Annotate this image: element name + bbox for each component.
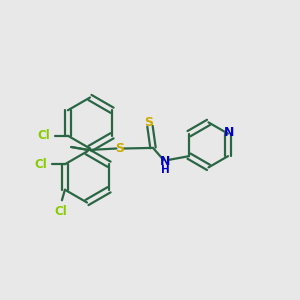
Text: Cl: Cl — [54, 206, 67, 218]
Text: H: H — [161, 165, 170, 175]
Text: S: S — [116, 142, 124, 155]
Text: Cl: Cl — [35, 158, 47, 171]
Text: Cl: Cl — [37, 129, 50, 142]
Text: N: N — [160, 155, 170, 168]
Text: S: S — [144, 116, 153, 129]
Text: N: N — [224, 126, 235, 139]
